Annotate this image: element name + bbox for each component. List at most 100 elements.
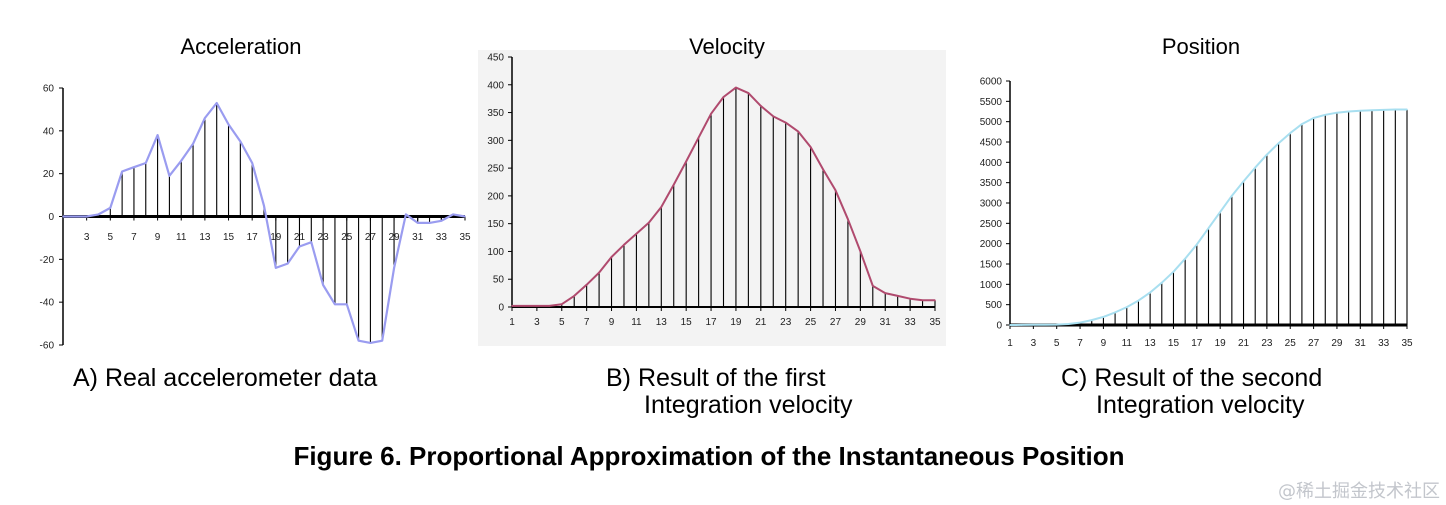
accel-x-tick-label: 33 <box>436 232 448 243</box>
accel-data-point <box>156 134 159 136</box>
accel-data-point <box>180 160 183 162</box>
pos-x-tick-label: 29 <box>1331 338 1343 349</box>
vel-y-tick-label: 200 <box>487 191 504 202</box>
accel-x-tick-label: 19 <box>270 232 282 243</box>
pos-x-tick-label: 19 <box>1215 338 1227 349</box>
accel-data-point <box>310 241 313 243</box>
pos-data-point <box>1394 108 1397 111</box>
vel-data-point <box>548 305 551 307</box>
accel-data-point <box>464 215 466 218</box>
pos-data-point <box>1079 321 1081 324</box>
pos-data-point <box>1067 323 1070 325</box>
position-chart: Position60005500500045004000350030002500… <box>980 34 1413 419</box>
pos-y-tick-label: 1000 <box>980 280 1003 291</box>
vel-data-point <box>536 305 538 307</box>
vel-x-tick-label: 35 <box>929 317 941 328</box>
pos-data-point <box>1219 211 1221 213</box>
vel-x-tick-label: 29 <box>855 317 867 328</box>
accel-data-point <box>97 213 100 216</box>
accel-caption-line: A) Real accelerometer data <box>73 364 377 392</box>
vel-background <box>478 50 946 346</box>
accel-data-point <box>369 342 372 344</box>
vel-data-point <box>797 130 799 133</box>
vel-data-point <box>685 160 687 163</box>
vel-data-point <box>896 295 899 297</box>
vel-y-tick-label: 400 <box>487 80 504 91</box>
pos-data-point <box>1347 110 1350 113</box>
pos-y-tick-label: 4000 <box>980 158 1003 169</box>
accel-data-point <box>85 215 88 218</box>
vel-x-tick-label: 31 <box>880 317 892 328</box>
accel-data-point <box>109 207 112 209</box>
vel-data-point <box>523 305 526 307</box>
pos-data-point <box>1336 111 1338 114</box>
vel-x-tick-label: 9 <box>609 317 615 328</box>
pos-data-point <box>1114 311 1116 314</box>
accel-x-tick-label: 23 <box>318 232 330 243</box>
accel-data-point <box>440 219 443 222</box>
accel-data-point <box>428 222 431 224</box>
pos-y-tick-label: 2500 <box>980 219 1003 230</box>
vel-x-tick-label: 11 <box>631 317 642 328</box>
vel-data-point <box>573 295 576 297</box>
pos-data-point <box>1289 132 1292 134</box>
accel-y-tick-label: 0 <box>48 212 54 223</box>
pos-data-point <box>1207 227 1210 230</box>
accel-data-point <box>275 267 277 269</box>
accel-data-point <box>227 123 230 126</box>
accel-x-tick-label: 25 <box>341 232 353 243</box>
pos-y-tick-label: 4500 <box>980 138 1003 149</box>
vel-x-tick-label: 21 <box>755 317 767 328</box>
pos-data-point <box>1009 324 1011 326</box>
pos-data-point <box>1044 323 1046 326</box>
vel-title: Velocity <box>689 34 765 59</box>
vel-x-tick-label: 27 <box>830 317 842 328</box>
vel-x-tick-label: 7 <box>584 317 590 328</box>
pos-data-point <box>1301 123 1303 125</box>
pos-data-point <box>1196 243 1198 246</box>
vel-data-point <box>934 299 936 302</box>
pos-y-tick-label: 5500 <box>980 97 1003 108</box>
vel-x-tick-label: 19 <box>730 317 742 328</box>
pos-x-tick-label: 13 <box>1145 338 1157 349</box>
pos-caption-line: Integration velocity <box>1096 391 1305 419</box>
pos-x-tick-label: 27 <box>1308 338 1320 349</box>
accel-data-point <box>405 213 407 216</box>
pos-y-tick-label: 3000 <box>980 199 1003 210</box>
accel-data-point <box>121 170 123 173</box>
vel-data-point <box>710 112 712 115</box>
vel-data-point <box>822 168 824 171</box>
vel-x-tick-label: 15 <box>681 317 693 328</box>
vel-data-point <box>660 206 663 208</box>
pos-x-tick-label: 25 <box>1285 338 1297 349</box>
accel-data-point <box>239 140 242 143</box>
accel-x-tick-label: 27 <box>365 232 377 243</box>
accel-y-tick-label: 40 <box>43 126 55 137</box>
pos-y-tick-label: 6000 <box>980 77 1003 88</box>
vel-data-point <box>722 96 725 98</box>
accel-data-point <box>345 303 348 306</box>
pos-x-tick-label: 5 <box>1054 338 1060 349</box>
accel-x-tick-label: 11 <box>176 232 187 243</box>
pos-data-point <box>1371 109 1373 112</box>
pos-data-point <box>1172 270 1175 273</box>
pos-x-tick-label: 17 <box>1191 338 1203 349</box>
figure-title: Figure 6. Proportional Approximation of … <box>293 441 1125 471</box>
accel-x-tick-label: 9 <box>155 232 161 243</box>
vel-y-tick-label: 450 <box>487 53 504 64</box>
accel-y-tick-label: 60 <box>43 84 55 95</box>
vel-x-tick-label: 3 <box>534 317 540 328</box>
accel-data-point <box>452 213 454 216</box>
accel-data-point <box>215 102 218 104</box>
vel-data-point <box>871 285 874 287</box>
pos-data-point <box>1382 109 1385 111</box>
vel-data-point <box>585 283 588 286</box>
vel-data-point <box>560 303 563 306</box>
vel-data-point <box>648 221 650 224</box>
vel-y-tick-label: 50 <box>493 275 505 286</box>
pos-data-point <box>1254 166 1257 169</box>
accel-y-tick-label: -20 <box>40 255 55 266</box>
accel-y-tick-label: 20 <box>43 169 55 180</box>
